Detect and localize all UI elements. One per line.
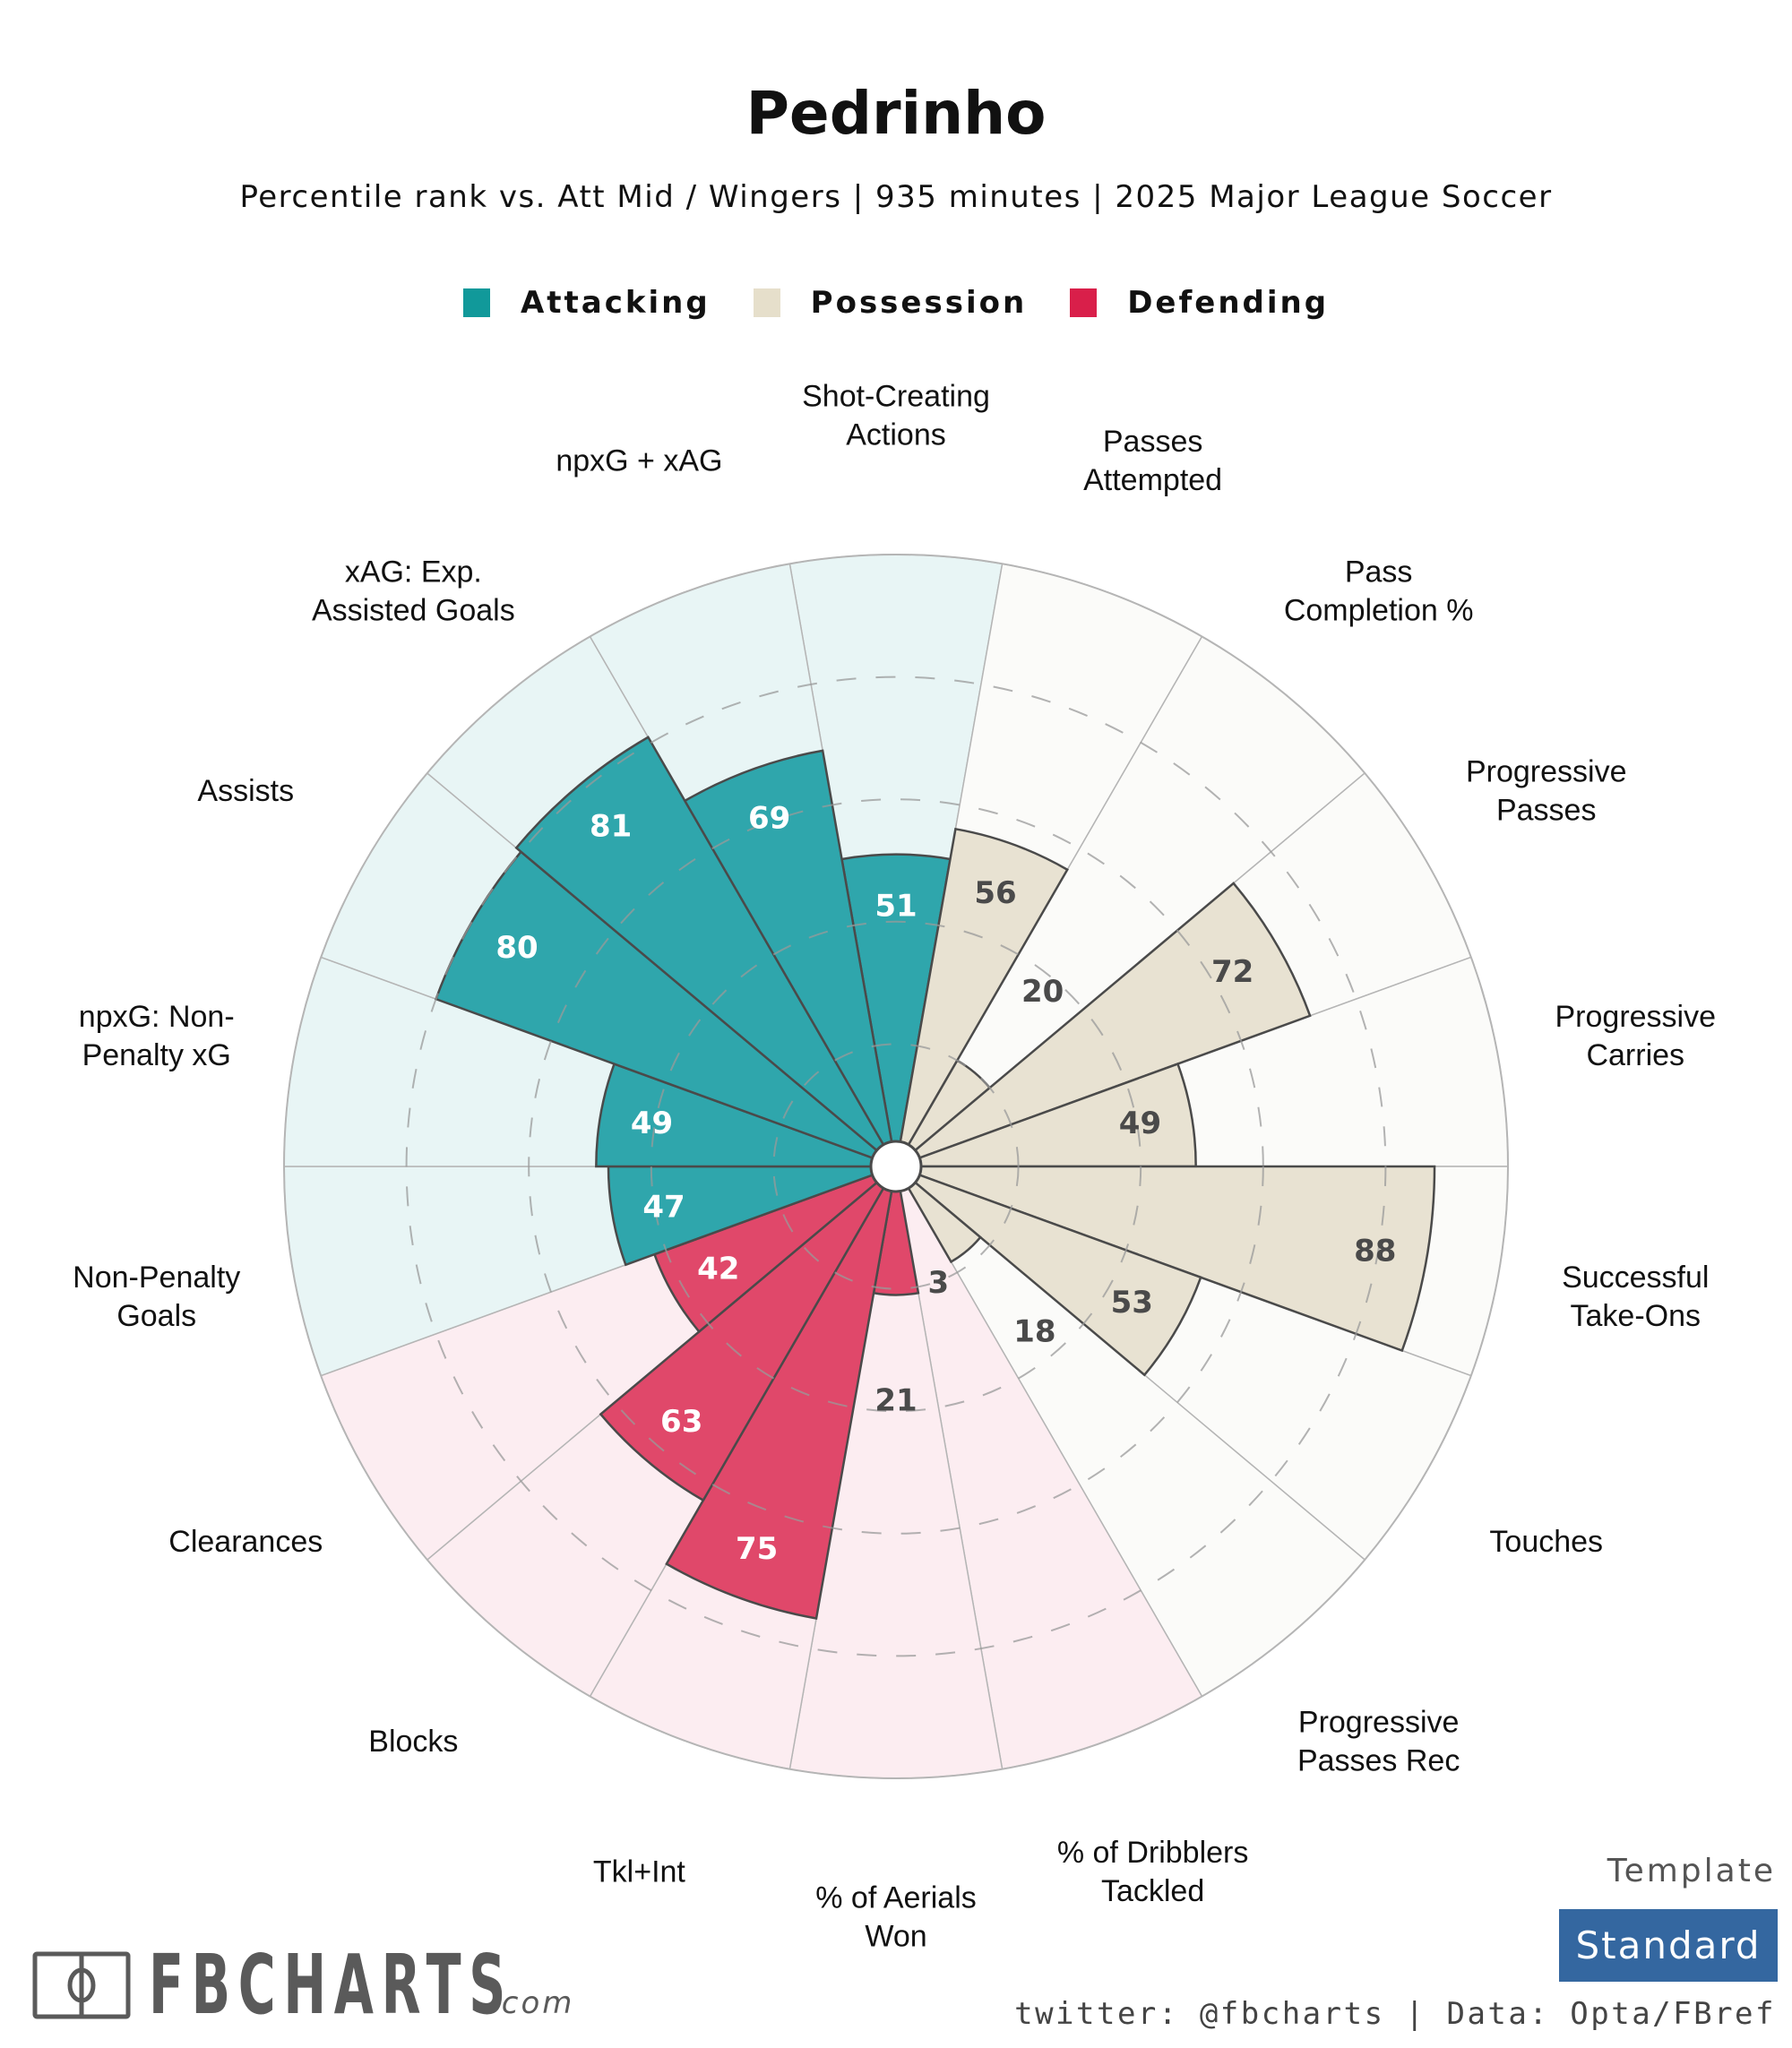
credit-text: twitter: @fbcharts | Data: Opta/FBref (1014, 1996, 1776, 2032)
category-label-line: Take-Ons (1571, 1299, 1702, 1333)
category-label: Progressive Passes (1466, 755, 1627, 828)
category-label: % of Aerials Won (815, 1881, 977, 1954)
grid-rings (405, 675, 1387, 1657)
value-label: 47 (642, 1190, 685, 1226)
category-label: Assists (197, 774, 294, 808)
value-label: 80 (495, 930, 538, 966)
logo-suffix: .com (489, 1985, 575, 2021)
legend-item-attacking: Attacking (462, 285, 711, 321)
fbcharts-logo: FBCHARTS .com (32, 1937, 737, 2033)
logo-text: FBCHARTS (149, 1937, 513, 2033)
value-label: 88 (1354, 1233, 1396, 1269)
legend-swatch-defending (1070, 288, 1098, 317)
category-label: Successful Take-Ons (1562, 1261, 1709, 1333)
value-label: 18 (1013, 1314, 1055, 1350)
value-labels: 51 56 20 72 49 88 53 18 3 21 75 63 42 47 49 80 81 69 (495, 801, 1396, 1567)
legend-swatch-possession (753, 288, 780, 317)
value-label: 53 (1111, 1285, 1153, 1321)
value-label: 75 (736, 1531, 778, 1567)
category-label-line: Blocks (368, 1725, 458, 1759)
value-label: 56 (974, 875, 1016, 911)
category-label-line: Non-Penalty (73, 1261, 240, 1295)
value-label: 21 (874, 1382, 917, 1418)
value-label: 63 (660, 1404, 702, 1440)
legend: Attacking Possession Defending (0, 285, 1792, 321)
category-label-line: Goals (116, 1299, 196, 1333)
category-label-line: Progressive (1298, 1705, 1460, 1739)
category-label: Pass Completion % (1284, 555, 1474, 628)
category-label-line: xAG: Exp. (345, 555, 482, 589)
grid-ring (405, 675, 1387, 1657)
category-label-line: Won (865, 1920, 926, 1954)
legend-item-defending: Defending (1070, 285, 1329, 321)
legend-label: Attacking (520, 285, 711, 321)
value-label: 20 (1021, 974, 1064, 1010)
grid-ring (650, 920, 1142, 1413)
category-label: Tkl+Int (593, 1854, 686, 1889)
category-label: % of Dribblers Tackled (1057, 1836, 1249, 1908)
pitch-icon (32, 1951, 131, 2019)
value-label: 3 (928, 1265, 950, 1301)
legend-item-possession: Possession (753, 285, 1028, 321)
category-label-line: Attempted (1083, 463, 1222, 497)
category-label-line: Penalty xG (82, 1038, 231, 1072)
category-label-line: Passes (1103, 425, 1203, 459)
category-label-line: Completion % (1284, 594, 1474, 628)
category-label: npxG: Non- Penalty xG (79, 1000, 235, 1072)
category-label: Progressive Carries (1555, 1000, 1717, 1072)
category-label-line: Progressive (1466, 755, 1627, 789)
value-label: 69 (748, 801, 790, 837)
category-label: Shot-Creating Actions (802, 380, 990, 452)
template-badge: Standard (1559, 1909, 1778, 1982)
category-label: npxG + xAG (556, 444, 722, 478)
bar (894, 1166, 982, 1264)
category-label-line: Pass (1345, 555, 1413, 589)
value-label: 49 (1119, 1106, 1161, 1141)
category-label: Non-Penalty Goals (73, 1261, 240, 1333)
category-label-line: Assists (197, 774, 294, 808)
category-label: Passes Attempted (1083, 425, 1222, 497)
value-label: 49 (631, 1106, 673, 1141)
center-hole (869, 1140, 923, 1193)
category-label-line: Clearances (168, 1525, 323, 1559)
legend-label: Defending (1127, 285, 1330, 321)
template-label: Template (1607, 1853, 1776, 1889)
category-label-line: Successful (1562, 1261, 1709, 1295)
category-label-line: Tackled (1101, 1874, 1204, 1908)
category-label: Progressive Passes Rec (1297, 1705, 1460, 1777)
category-label-line: Passes Rec (1297, 1743, 1460, 1777)
category-labels: Shot-Creating Actions Passes Attempted Pass C… (73, 380, 1716, 1954)
category-label-line: npxG: Non- (79, 1000, 235, 1034)
category-label-line: Passes (1496, 794, 1597, 828)
chart-subtitle: Percentile rank vs. Att Mid / Wingers | … (239, 179, 1553, 215)
category-label-line: Tkl+Int (593, 1854, 686, 1889)
category-label-line: Progressive (1555, 1000, 1717, 1034)
chart-title: Pedrinho (745, 79, 1047, 148)
value-label: 81 (590, 809, 632, 845)
legend-swatch-attacking (462, 288, 490, 317)
category-label-line: Assisted Goals (312, 594, 515, 628)
category-label-line: % of Aerials (815, 1881, 977, 1915)
category-label-line: Shot-Creating (802, 380, 990, 414)
outer-ring (283, 554, 1509, 1779)
category-label: Touches (1489, 1525, 1603, 1559)
grid-ring (528, 798, 1264, 1535)
grid-ring (772, 1043, 1020, 1290)
category-label-line: Carries (1586, 1038, 1684, 1072)
value-label: 51 (874, 889, 917, 925)
category-label: Clearances (168, 1525, 323, 1559)
bar (895, 1165, 1436, 1353)
category-label-line: npxG + xAG (556, 444, 722, 478)
category-label-line: Actions (846, 418, 946, 452)
category-label: Blocks (368, 1725, 458, 1759)
legend-label: Possession (810, 285, 1028, 321)
bar-outlines (434, 736, 1436, 1620)
category-label-line: Touches (1489, 1525, 1603, 1559)
category-label-line: % of Dribblers (1057, 1836, 1249, 1870)
category-label: xAG: Exp. Assisted Goals (312, 555, 515, 628)
value-label: 42 (697, 1251, 739, 1286)
value-label: 72 (1211, 954, 1254, 990)
